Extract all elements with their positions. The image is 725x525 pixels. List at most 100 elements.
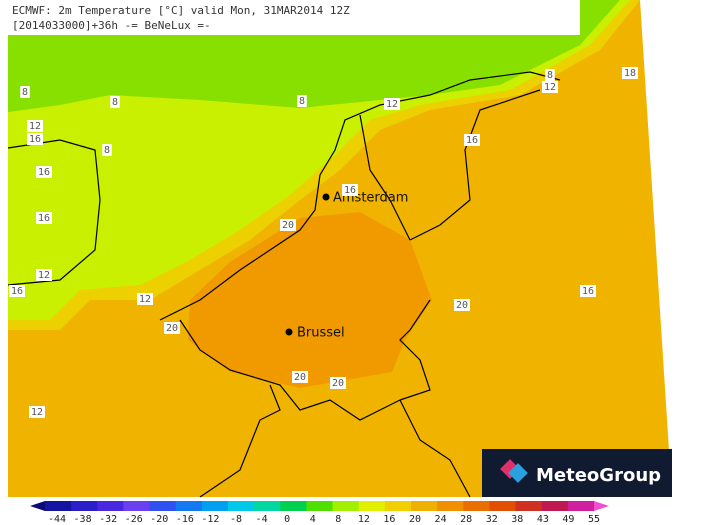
- colorbar-cell: [149, 501, 177, 511]
- colorbar-label: 49: [562, 514, 574, 525]
- contour-label: 16: [38, 213, 50, 224]
- city-label: Brussel: [297, 326, 345, 341]
- header-box: [8, 0, 580, 35]
- colorbar-cell: [175, 501, 203, 511]
- city-dot: [322, 193, 330, 201]
- contour-label: 12: [139, 294, 151, 305]
- colorbar-cell: [384, 501, 412, 511]
- colorbar-arrow: [30, 501, 45, 511]
- contour-label-box: [36, 269, 52, 281]
- contour-label: 20: [166, 323, 178, 334]
- colorbar-cell: [463, 501, 490, 511]
- contour-label-box: [20, 86, 30, 98]
- contour-label: 8: [547, 70, 553, 81]
- header-line: ECMWF: 2m Temperature [°C] valid Mon, 31…: [12, 4, 350, 17]
- contour-label: 8: [299, 96, 305, 107]
- contour-label: 12: [386, 99, 398, 110]
- colorbar-cell: [541, 501, 569, 511]
- colorbar-label: -16: [176, 514, 194, 525]
- colorbar-label: 4: [310, 514, 316, 525]
- colorbar-cell: [201, 501, 229, 511]
- header-line: [2014033000]+36h -= BeNeLux =-: [12, 19, 211, 32]
- colorbar-cell: [515, 501, 543, 511]
- colorbar-cell: [228, 501, 255, 511]
- colorbar-label: -38: [74, 514, 92, 525]
- contour-label-box: [545, 69, 555, 81]
- contour-label-box: [580, 285, 596, 297]
- colorbar-cell: [411, 501, 438, 511]
- contour-label: 16: [466, 135, 478, 146]
- contour-label-box: [454, 299, 470, 311]
- colorbar-label: 55: [588, 514, 600, 525]
- colorbar-label: -8: [230, 514, 242, 525]
- contour-label-box: [297, 95, 307, 107]
- contour-label: 12: [544, 82, 556, 93]
- contour-label-box: [542, 81, 558, 93]
- contour-label-box: [27, 120, 43, 132]
- contour-label: 16: [344, 185, 356, 196]
- colorbar-label: -20: [150, 514, 168, 525]
- colorbar-label: 43: [537, 514, 549, 525]
- colorbar-label: 16: [383, 514, 395, 525]
- contour-label: 12: [31, 407, 43, 418]
- contour-label: 20: [294, 372, 306, 383]
- colorbar-cell: [332, 501, 360, 511]
- colorbar-label: 32: [486, 514, 498, 525]
- contour-label-box: [137, 293, 153, 305]
- contour-label-box: [110, 96, 120, 108]
- contour-label-box: [29, 406, 45, 418]
- contour-label-box: [36, 166, 52, 178]
- contour-label-box: [164, 322, 180, 334]
- contour-label: 16: [38, 167, 50, 178]
- contour-label-box: [36, 212, 52, 224]
- city-dot: [285, 328, 293, 336]
- contour-label-box: [102, 144, 112, 156]
- colorbar-cell: [567, 501, 595, 511]
- contour-label: 8: [22, 87, 28, 98]
- contour-label: 8: [104, 145, 110, 156]
- colorbar-cell: [489, 501, 517, 511]
- colorbar-label: 0: [284, 514, 290, 525]
- contour-label: 8: [112, 97, 118, 108]
- colorbar-label: -32: [99, 514, 117, 525]
- contour-label-box: [330, 377, 346, 389]
- contour-label: 20: [332, 378, 344, 389]
- contour-label: 16: [11, 286, 23, 297]
- region-above-20: [188, 212, 432, 388]
- contour-label: 12: [29, 121, 41, 132]
- contour-label-box: [27, 133, 43, 145]
- logo-text: MeteoGroup: [536, 465, 661, 486]
- colorbar-label: 12: [358, 514, 370, 525]
- colorbar-cell: [45, 501, 72, 511]
- contour-label: 16: [29, 134, 41, 145]
- contour-label: 18: [624, 68, 636, 79]
- colorbar-arrow: [594, 501, 609, 511]
- contour-label-box: [464, 134, 480, 146]
- colorbar-label: -4: [256, 514, 268, 525]
- contour-label: 16: [582, 286, 594, 297]
- contour-label: 20: [282, 220, 294, 231]
- colorbar-label: -12: [201, 514, 219, 525]
- colorbar-label: 28: [460, 514, 472, 525]
- colorbar-label: 20: [409, 514, 421, 525]
- colorbar-cell: [123, 501, 151, 511]
- contour-label-box: [292, 371, 308, 383]
- colorbar-label: -44: [48, 514, 66, 525]
- contour-label-box: [280, 219, 296, 231]
- logo-icon: [500, 459, 528, 483]
- colorbar-label: 8: [335, 514, 341, 525]
- contour-label-box: [622, 67, 638, 79]
- contour-label-box: [9, 285, 25, 297]
- contour-label-box: [384, 98, 400, 110]
- colorbar-cell: [97, 501, 124, 511]
- colorbar-cell: [306, 501, 334, 511]
- colorbar-cell: [71, 501, 98, 511]
- colorbar-label: 38: [511, 514, 523, 525]
- contour-label-box: [342, 184, 358, 196]
- colorbar-cell: [280, 501, 307, 511]
- colorbar-cell: [358, 501, 386, 511]
- contour-label: 20: [456, 300, 468, 311]
- colorbar-label: -26: [125, 514, 143, 525]
- colorbar-cell: [254, 501, 281, 511]
